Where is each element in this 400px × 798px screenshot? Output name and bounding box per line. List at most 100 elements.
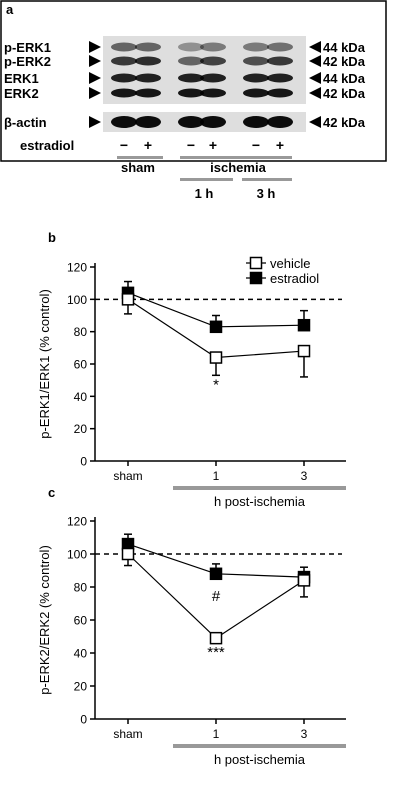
y-tick-label: 40 (74, 647, 88, 661)
lane-sign: − (252, 137, 260, 153)
chart-panel-b: b 0 20 40 60 80 100 120 p-ERK1/ERK1 (% control) s… (37, 230, 346, 509)
row-label-right: 42 kDa (323, 86, 366, 101)
data-point-vehicle (209, 351, 223, 364)
blot-band (200, 42, 226, 52)
y-tick-label: 60 (74, 358, 88, 372)
y-tick-label: 120 (67, 261, 87, 275)
band-arrow-right-icon (309, 116, 321, 128)
sham-bar (117, 156, 163, 159)
ischemia-bar (180, 156, 292, 159)
y-axis-label: p-ERK1/ERK1 (% control) (37, 289, 52, 439)
blot-band (178, 88, 204, 98)
blot-band (135, 42, 161, 52)
blot-band (111, 88, 137, 98)
legend-label-vehicle: vehicle (270, 256, 310, 271)
h3-bar (242, 178, 292, 181)
blot-band (178, 56, 204, 66)
x-axis-label: h post-ischemia (214, 494, 306, 509)
band-arrow-left-icon (89, 87, 101, 99)
x-tick-label: 1 (213, 727, 220, 741)
legend-label-estradiol: estradiol (270, 271, 319, 286)
data-point-vehicle (209, 631, 223, 645)
data-point-vehicle (297, 574, 311, 587)
y-tick-label: 20 (74, 422, 88, 436)
lane-sign: − (187, 137, 195, 153)
legend-marker-estradiol (249, 271, 263, 285)
x-tick-label: 3 (301, 469, 308, 483)
blot-band (111, 56, 137, 66)
y-tick-label: 60 (74, 614, 88, 628)
group-label-sham: sham (121, 160, 155, 175)
blot-band (111, 73, 137, 83)
significance-marker: *** (207, 644, 225, 661)
band-arrow-right-icon (309, 41, 321, 53)
blot-band (200, 116, 226, 128)
band-arrow-right-icon (309, 87, 321, 99)
legend-marker-vehicle (249, 256, 263, 270)
y-axis-label: p-ERK2/ERK2 (% control) (37, 545, 52, 695)
significance-marker: * (213, 376, 219, 393)
data-point-estradiol (209, 320, 223, 334)
significance-marker: # (212, 588, 221, 605)
lane-sign: + (209, 137, 217, 153)
y-tick-label: 80 (74, 581, 88, 595)
blot-band (200, 56, 226, 66)
x-tick-label: sham (113, 469, 142, 483)
group-label-ischemia: ischemia (210, 160, 266, 175)
blot-band (178, 116, 204, 128)
post-ischemia-bar (173, 486, 346, 490)
band-arrow-right-icon (309, 72, 321, 84)
group-label-1h: 1 h (195, 186, 214, 201)
data-point-vehicle (121, 547, 135, 561)
lane-sign: + (144, 137, 152, 153)
y-tick-label: 100 (67, 293, 87, 307)
panel-label-b: b (48, 230, 56, 245)
blot-band (267, 73, 293, 83)
panel-label-c: c (48, 485, 55, 500)
x-tick-label: 3 (301, 727, 308, 741)
y-tick-label: 100 (67, 548, 87, 562)
blot-band (243, 88, 269, 98)
band-arrow-right-icon (309, 55, 321, 67)
blot-band (243, 42, 269, 52)
blot-band (111, 116, 137, 128)
row-label-left: p-ERK1 (4, 40, 51, 55)
band-arrow-left-icon (89, 72, 101, 84)
band-arrow-left-icon (89, 116, 101, 128)
data-point-estradiol (209, 567, 223, 581)
row-label-left: β-actin (4, 115, 47, 130)
lane-sign: + (276, 137, 284, 153)
blot-panel: a p-ERK1 44 kDa p-ERK2 42 kDa ERK1 44 kDa ERK2… (0, 0, 387, 201)
row-label-right: 44 kDa (323, 71, 366, 86)
row-label-left: ERK1 (4, 71, 39, 86)
data-point-vehicle (297, 344, 311, 358)
blot-band (111, 42, 137, 52)
y-tick-label: 120 (67, 515, 87, 529)
blot-band (200, 88, 226, 98)
treatment-label: estradiol (20, 138, 74, 153)
blot-band (135, 88, 161, 98)
chart-panel-c: c 0 20 40 60 80 100 120 p-ERK2/ERK2 (% control) s… (37, 485, 346, 767)
row-label-left: ERK2 (4, 86, 39, 101)
blot-band (243, 73, 269, 83)
blot-band (267, 42, 293, 52)
blot-band (267, 116, 293, 128)
row-label-right: 44 kDa (323, 40, 366, 55)
x-axis-label: h post-ischemia (214, 752, 306, 767)
h1-bar (180, 178, 233, 181)
blot-band (135, 116, 161, 128)
blot-band (267, 88, 293, 98)
y-tick-label: 0 (80, 713, 87, 727)
blot-band (200, 73, 226, 83)
panel-label-a: a (6, 2, 14, 17)
post-ischemia-bar (173, 744, 346, 748)
y-tick-label: 20 (74, 680, 88, 694)
lane-sign: − (120, 137, 128, 153)
blot-band (135, 73, 161, 83)
blot-band (178, 42, 204, 52)
row-label-right: 42 kDa (323, 54, 366, 69)
blot-band (178, 73, 204, 83)
blot-band (135, 56, 161, 66)
row-label-right: 42 kDa (323, 115, 366, 130)
